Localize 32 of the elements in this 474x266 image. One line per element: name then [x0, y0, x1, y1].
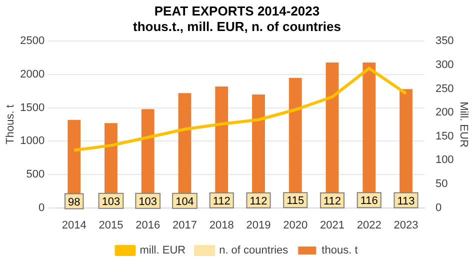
y-axis-title: Thous. t	[4, 104, 17, 144]
y-tick-label: 0	[38, 202, 45, 214]
y2-tick-label: 100	[435, 154, 454, 166]
x-tick-label: 2014	[62, 219, 86, 232]
data-label: 98	[68, 196, 80, 208]
chart-subtitle: thous.t., mill. EUR, n. of countries	[132, 18, 342, 34]
x-tick-label: 2020	[283, 219, 308, 232]
y2-tick-label: 200	[435, 106, 454, 119]
y2-axis-title: Mill. EUR	[457, 102, 470, 148]
x-tick-label: 2017	[172, 219, 197, 232]
legend-label: n. of countries	[219, 244, 289, 257]
legend-label: mill. EUR	[140, 244, 186, 257]
y2-tick-label: 150	[435, 130, 454, 142]
y2-tick-label: 0	[435, 202, 442, 214]
x-tick-label: 2016	[136, 219, 160, 232]
y-tick-label: 1000	[20, 135, 45, 148]
legend-label: thous. t	[322, 244, 358, 257]
y-tick-label: 2000	[20, 68, 45, 81]
y-tick-label: 2500	[20, 35, 45, 48]
y2-tick-label: 300	[435, 59, 454, 72]
y2-tick-label: 250	[435, 82, 454, 95]
x-tick-label: 2022	[356, 219, 382, 232]
y2-tick-label: 50	[435, 178, 448, 190]
y2-tick-label: 350	[435, 35, 454, 48]
y-tick-label: 1500	[20, 102, 45, 114]
x-tick-label: 2015	[98, 219, 124, 232]
y-tick-label: 500	[26, 168, 45, 181]
x-tick-label: 2023	[394, 219, 418, 232]
x-tick-label: 2019	[246, 219, 271, 232]
chart-title: PEAT EXPORTS 2014-2023	[154, 3, 320, 18]
x-tick-label: 2018	[209, 219, 234, 232]
x-tick-label: 2021	[320, 219, 344, 232]
